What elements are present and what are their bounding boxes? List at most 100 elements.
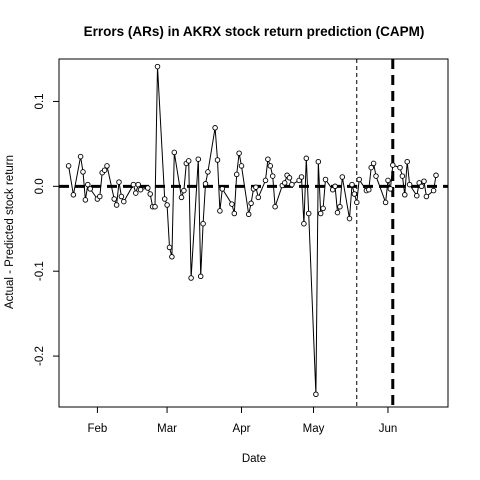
data-point — [430, 187, 437, 194]
data-point — [145, 185, 151, 191]
x-tick-label: Jun — [379, 423, 398, 435]
data-point — [171, 149, 178, 156]
data-point — [97, 193, 103, 200]
data-point — [135, 181, 141, 188]
data-point — [339, 174, 346, 180]
data-point — [104, 163, 110, 169]
data-point — [178, 194, 185, 201]
data-point — [166, 244, 173, 251]
data-point — [366, 186, 372, 193]
data-point — [414, 192, 420, 199]
data-point — [87, 186, 93, 192]
data-point — [200, 220, 206, 227]
data-point — [356, 176, 362, 183]
data-point — [121, 198, 127, 205]
data-point — [265, 156, 271, 162]
data-point — [267, 163, 274, 169]
data-point — [205, 169, 211, 175]
data-point — [320, 205, 326, 212]
data-point — [253, 184, 259, 190]
data-point — [368, 164, 374, 171]
x-tick-label: Feb — [88, 423, 108, 435]
data-point — [332, 183, 338, 190]
data-point — [382, 199, 389, 206]
data-point — [281, 180, 288, 186]
data-point — [433, 172, 439, 179]
data-point — [231, 210, 238, 217]
data-point — [229, 201, 235, 207]
data-point — [233, 171, 240, 178]
data-point — [322, 176, 329, 183]
data-point — [404, 158, 410, 165]
data-point — [181, 187, 187, 194]
data-point — [421, 178, 427, 184]
data-point — [337, 203, 343, 210]
data-point — [269, 173, 276, 179]
series-line — [68, 66, 437, 395]
data-point — [272, 203, 278, 210]
reference-lines — [59, 59, 448, 407]
y-tick-label: -0.2 — [34, 346, 46, 366]
data-point — [113, 202, 120, 208]
data-point — [137, 186, 144, 193]
data-point — [77, 153, 84, 160]
data-point — [147, 191, 153, 197]
data-point — [402, 192, 408, 198]
data-point — [133, 190, 139, 196]
data-point — [349, 181, 355, 188]
data-point — [82, 197, 89, 203]
data-point — [236, 150, 242, 156]
data-point — [116, 179, 122, 185]
data-point — [354, 199, 360, 206]
x-axis-label: Date — [242, 453, 266, 465]
data-point — [390, 162, 396, 168]
data-point — [334, 209, 341, 216]
data-point — [202, 181, 209, 187]
plot-frame — [58, 58, 449, 408]
data-point — [212, 125, 218, 131]
data-point — [164, 202, 170, 208]
data-point — [152, 203, 158, 210]
data-point — [301, 220, 307, 227]
data-point — [418, 183, 425, 190]
y-tick-label: -0.1 — [34, 261, 46, 281]
data-point — [317, 210, 324, 217]
data-point — [255, 194, 262, 201]
data-point — [298, 174, 305, 180]
data-point — [219, 186, 226, 192]
data-point — [80, 169, 86, 175]
y-axis-label: Actual - Predicted stock return — [4, 155, 16, 309]
data-point — [238, 163, 245, 169]
x-tick-label: May — [303, 423, 325, 435]
data-point — [303, 155, 310, 162]
data-point — [351, 191, 358, 197]
data-point — [248, 200, 254, 207]
data-point — [305, 210, 312, 217]
data-point — [101, 167, 108, 173]
data-point — [397, 164, 403, 171]
data-point — [289, 181, 295, 188]
data-point — [169, 254, 175, 260]
data-point — [85, 181, 91, 188]
data-point — [65, 163, 72, 169]
axes: Feb Mar Apr May Jun 0.1 0.0 -0.1 -0.2 — [34, 93, 397, 435]
data-point — [185, 158, 192, 164]
chart-title: Errors (ARs) in AKRX stock return predic… — [84, 24, 425, 39]
data-point — [154, 63, 161, 70]
data-point — [262, 177, 269, 184]
data-point — [387, 186, 394, 192]
data-point — [406, 181, 413, 188]
data-point — [214, 157, 221, 163]
series-layer — [65, 63, 439, 398]
data-point — [70, 192, 77, 198]
data-point — [313, 391, 319, 398]
data-point — [315, 158, 322, 165]
data-point — [373, 173, 379, 179]
data-point — [111, 196, 117, 202]
data-point — [130, 181, 137, 188]
data-point — [399, 173, 406, 179]
data-point — [346, 215, 353, 222]
data-point — [188, 275, 194, 281]
data-point — [197, 273, 204, 280]
